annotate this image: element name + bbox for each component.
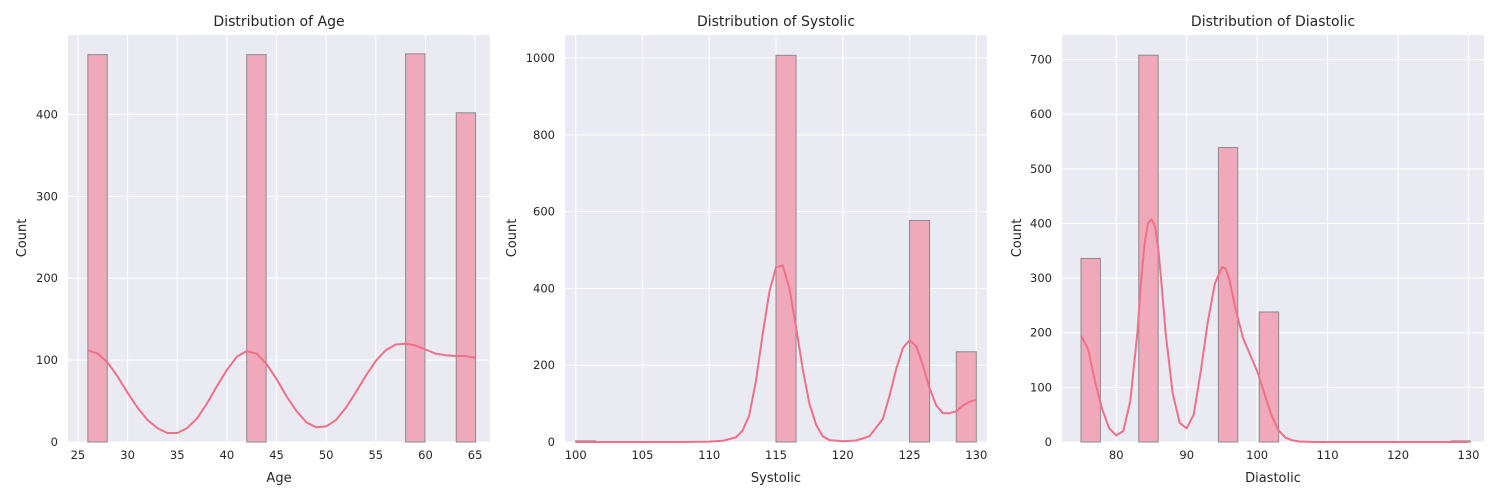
y-tick-label: 700 bbox=[1030, 53, 1052, 67]
y-axis-label: Count bbox=[15, 219, 30, 258]
y-tick-label: 100 bbox=[1030, 380, 1052, 394]
kde-line bbox=[1080, 218, 1469, 443]
x-tick-label: 130 bbox=[965, 448, 987, 462]
histogram-bar bbox=[405, 53, 426, 443]
y-tick-label: 600 bbox=[533, 205, 555, 219]
y-tick-label: 400 bbox=[36, 107, 58, 121]
x-tick-label: 50 bbox=[319, 448, 334, 462]
panel-systolic: 100 105 110 115 120 125 130 0 200 400 600 800 1000 D… bbox=[505, 14, 987, 486]
y-tick-label: 300 bbox=[36, 189, 58, 203]
x-tick-label: 125 bbox=[899, 448, 921, 462]
y-axis-label: Count bbox=[1010, 219, 1025, 258]
x-tick-label: 110 bbox=[698, 448, 720, 462]
x-tick-label: 35 bbox=[170, 448, 185, 462]
histogram-bar bbox=[455, 112, 477, 443]
y-tick-label: 0 bbox=[1045, 435, 1052, 449]
x-axis-label: Diastolic bbox=[1245, 471, 1301, 486]
x-axis-label: Age bbox=[266, 471, 291, 486]
x-tick-label: 60 bbox=[418, 448, 433, 462]
x-tick-label: 120 bbox=[832, 448, 854, 462]
x-axis-label: Systolic bbox=[751, 471, 801, 486]
y-axis-label: Count bbox=[505, 219, 520, 258]
chart-title: Distribution of Systolic bbox=[697, 14, 855, 30]
axes-background bbox=[68, 35, 490, 442]
kde-line bbox=[575, 264, 977, 443]
y-tick-label: 200 bbox=[1030, 326, 1052, 340]
x-tick-label: 115 bbox=[765, 448, 787, 462]
x-tick-label: 45 bbox=[269, 448, 284, 462]
histogram-bar bbox=[1138, 54, 1159, 443]
histogram-bar bbox=[87, 54, 108, 443]
chart-title: Distribution of Diastolic bbox=[1191, 14, 1355, 30]
x-tick-label: 100 bbox=[565, 448, 587, 462]
x-tick-label: 65 bbox=[468, 448, 483, 462]
y-tick-label: 100 bbox=[36, 353, 58, 367]
histogram-bar bbox=[1217, 147, 1239, 443]
y-tick-label: 300 bbox=[1030, 271, 1052, 285]
panel-age: 25 30 35 40 45 50 55 60 65 0 100 200 300 400 Distribu… bbox=[15, 14, 490, 486]
x-tick-label: 40 bbox=[220, 448, 235, 462]
y-tick-label: 200 bbox=[533, 358, 555, 372]
y-tick-label: 1000 bbox=[526, 51, 555, 65]
x-tick-label: 80 bbox=[1109, 448, 1124, 462]
plot-area: 100 105 110 115 120 125 130 0 200 400 600 800 1000 bbox=[526, 35, 987, 462]
plot-area: 80 90 100 110 120 130 0 100 200 300 400 500 600 700 bbox=[1030, 35, 1484, 462]
x-tick-label: 30 bbox=[120, 448, 135, 462]
x-tick-label: 105 bbox=[631, 448, 653, 462]
histogram-bar bbox=[1080, 257, 1101, 443]
x-tick-label: 100 bbox=[1246, 448, 1268, 462]
chart-title: Distribution of Age bbox=[213, 14, 344, 30]
y-tick-label: 400 bbox=[1030, 216, 1052, 230]
y-tick-label: 400 bbox=[533, 281, 555, 295]
histogram-bar bbox=[955, 351, 977, 443]
histogram-bar bbox=[909, 219, 931, 443]
histogram-bar bbox=[775, 54, 797, 443]
x-tick-label: 55 bbox=[368, 448, 383, 462]
plot-area: 25 30 35 40 45 50 55 60 65 0 100 200 300 400 bbox=[36, 35, 490, 462]
x-tick-label: 120 bbox=[1387, 448, 1409, 462]
y-tick-label: 800 bbox=[533, 128, 555, 142]
y-tick-label: 600 bbox=[1030, 107, 1052, 121]
y-tick-label: 0 bbox=[548, 435, 555, 449]
x-tick-label: 110 bbox=[1317, 448, 1339, 462]
panel-diastolic: 80 90 100 110 120 130 0 100 200 300 400 500 600 700 D… bbox=[1010, 14, 1484, 486]
y-tick-label: 200 bbox=[36, 271, 58, 285]
kde-line bbox=[87, 342, 476, 434]
x-tick-label: 130 bbox=[1458, 448, 1480, 462]
histogram-bar bbox=[246, 54, 267, 443]
x-tick-label: 90 bbox=[1179, 448, 1194, 462]
x-tick-label: 25 bbox=[71, 448, 86, 462]
y-tick-label: 0 bbox=[51, 435, 58, 449]
y-tick-label: 500 bbox=[1030, 162, 1052, 176]
